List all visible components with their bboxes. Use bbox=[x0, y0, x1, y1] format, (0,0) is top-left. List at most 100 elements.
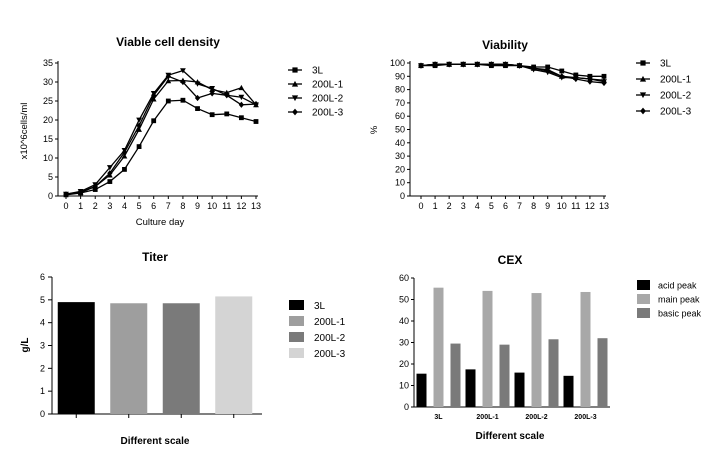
y-tick-label: 30 bbox=[399, 338, 409, 348]
y-tick-label: 0 bbox=[404, 402, 409, 412]
data-point-200L-1 bbox=[136, 126, 142, 132]
legend-label-200L-3: 200L-3 bbox=[312, 108, 344, 119]
data-point-3L bbox=[165, 98, 171, 104]
titer-plot-area: 0 1 2 3 4 5 6 bbox=[40, 272, 262, 419]
legend-label-200L-2: 200L-2 bbox=[660, 91, 692, 102]
y-tick-label: 20 bbox=[399, 359, 409, 369]
cex-plot-area: 0 10 20 30 40 50 60 3L 200L-1 200L-2 200L-3 bbox=[399, 273, 610, 421]
y-tick-label: 0 bbox=[40, 409, 45, 419]
data-point-200L-2 bbox=[180, 68, 186, 74]
legend-swatch-main-peak bbox=[637, 294, 650, 304]
bar-200L-2 bbox=[162, 303, 200, 414]
x-tick-label: 200L-3 bbox=[574, 414, 596, 421]
legend-marker-200L-1 bbox=[291, 80, 299, 87]
legend-swatch-200L-3 bbox=[289, 348, 304, 358]
cex-x-axis-label: Different scale bbox=[476, 431, 545, 442]
y-tick-label: 40 bbox=[399, 316, 409, 326]
y-tick-label: 5 bbox=[48, 172, 53, 182]
titer-y-axis-label: g/L bbox=[20, 338, 31, 353]
vcd-x-axis-label: Culture day bbox=[136, 217, 185, 228]
x-tick-label: 4 bbox=[475, 201, 480, 211]
vcd-y-axis-label: x10^6cells/ml bbox=[19, 103, 30, 160]
x-tick-label: 2 bbox=[93, 201, 98, 211]
titer-x-axis-label: Different scale bbox=[121, 436, 190, 447]
data-point-200L-3 bbox=[460, 61, 466, 68]
data-point-3L bbox=[253, 119, 259, 124]
data-point-200L-2 bbox=[238, 94, 245, 101]
viability-title: Viability bbox=[482, 38, 528, 52]
y-tick-label: 60 bbox=[399, 273, 409, 283]
data-point-200L-3 bbox=[224, 92, 230, 99]
x-tick-label: 12 bbox=[585, 201, 595, 211]
x-tick-label: 3 bbox=[107, 201, 112, 211]
viability-y-axis-label: % bbox=[369, 125, 380, 134]
y-tick-label: 1 bbox=[40, 386, 45, 396]
legend-swatch-3L bbox=[289, 300, 304, 310]
x-tick-label: 4 bbox=[122, 201, 127, 211]
series-line-200L-3 bbox=[65, 75, 257, 196]
legend-swatch-200L-1 bbox=[289, 316, 304, 326]
data-point-200L-3 bbox=[432, 61, 438, 68]
data-point-200L-3 bbox=[418, 62, 424, 69]
data-point-200L-3 bbox=[180, 78, 186, 86]
cex-title: CEX bbox=[498, 253, 523, 267]
y-tick-label: 4 bbox=[40, 318, 45, 328]
x-tick-label: 0 bbox=[63, 201, 68, 211]
x-tick-label: 7 bbox=[166, 201, 171, 211]
legend-label-3L: 3L bbox=[314, 301, 326, 312]
data-point-200L-3 bbox=[121, 149, 128, 156]
data-point-200L-3 bbox=[502, 61, 509, 68]
data-point-200L-1 bbox=[150, 96, 157, 102]
data-point-200L-3 bbox=[194, 94, 201, 102]
bar-basic-peak-200L-1 bbox=[499, 344, 510, 407]
legend-marker-200L-2 bbox=[291, 95, 299, 102]
y-tick-label: 0 bbox=[400, 191, 405, 201]
data-point-3L bbox=[601, 73, 607, 79]
legend-label-200L-1: 200L-1 bbox=[312, 80, 344, 91]
data-point-200L-3 bbox=[107, 170, 113, 177]
y-tick-label: 10 bbox=[43, 153, 53, 163]
legend-swatch-200L-2 bbox=[289, 332, 304, 342]
data-point-200L-3 bbox=[587, 78, 593, 85]
x-tick-label: 200L-1 bbox=[476, 414, 498, 421]
bar-main-peak-200L-2 bbox=[531, 293, 542, 407]
data-point-200L-1 bbox=[165, 77, 172, 84]
data-point-200L-2 bbox=[136, 117, 142, 123]
y-tick-label: 50 bbox=[395, 125, 405, 135]
data-point-200L-2 bbox=[106, 165, 113, 171]
legend-label-200L-1: 200L-1 bbox=[314, 317, 346, 328]
y-tick-label: 30 bbox=[43, 77, 53, 87]
data-point-200L-3 bbox=[253, 100, 259, 108]
data-point-200L-3 bbox=[92, 183, 98, 190]
data-point-200L-3 bbox=[238, 101, 245, 108]
legend-label-200L-3: 200L-3 bbox=[314, 349, 346, 360]
legend-label-main-peak: main peak bbox=[658, 295, 700, 305]
y-tick-label: 20 bbox=[43, 115, 53, 125]
legend-swatch-basic-peak bbox=[637, 308, 650, 318]
data-point-200L-3 bbox=[151, 92, 157, 99]
legend-label-basic-peak: basic peak bbox=[658, 309, 702, 319]
y-tick-label: 5 bbox=[40, 295, 45, 305]
legend-marker-200L-3 bbox=[292, 108, 298, 116]
data-point-200L-3 bbox=[165, 73, 171, 80]
data-point-3L bbox=[107, 179, 113, 184]
y-tick-label: 70 bbox=[395, 98, 405, 108]
data-point-3L bbox=[559, 68, 565, 74]
data-point-3L bbox=[238, 115, 244, 121]
x-tick-label: 13 bbox=[251, 201, 261, 211]
data-point-200L-1 bbox=[238, 84, 245, 91]
titer-title: Titer bbox=[142, 250, 168, 264]
x-tick-label: 13 bbox=[599, 201, 609, 211]
bar-basic-peak-200L-2 bbox=[548, 339, 559, 407]
data-point-200L-3 bbox=[136, 122, 142, 129]
y-tick-label: 3 bbox=[40, 341, 45, 351]
legend-marker-3L bbox=[640, 60, 646, 66]
y-tick-label: 100 bbox=[390, 58, 405, 68]
y-tick-label: 0 bbox=[48, 191, 53, 201]
x-tick-label: 8 bbox=[180, 201, 185, 211]
y-tick-label: 50 bbox=[399, 295, 409, 305]
y-tick-label: 25 bbox=[43, 96, 53, 106]
